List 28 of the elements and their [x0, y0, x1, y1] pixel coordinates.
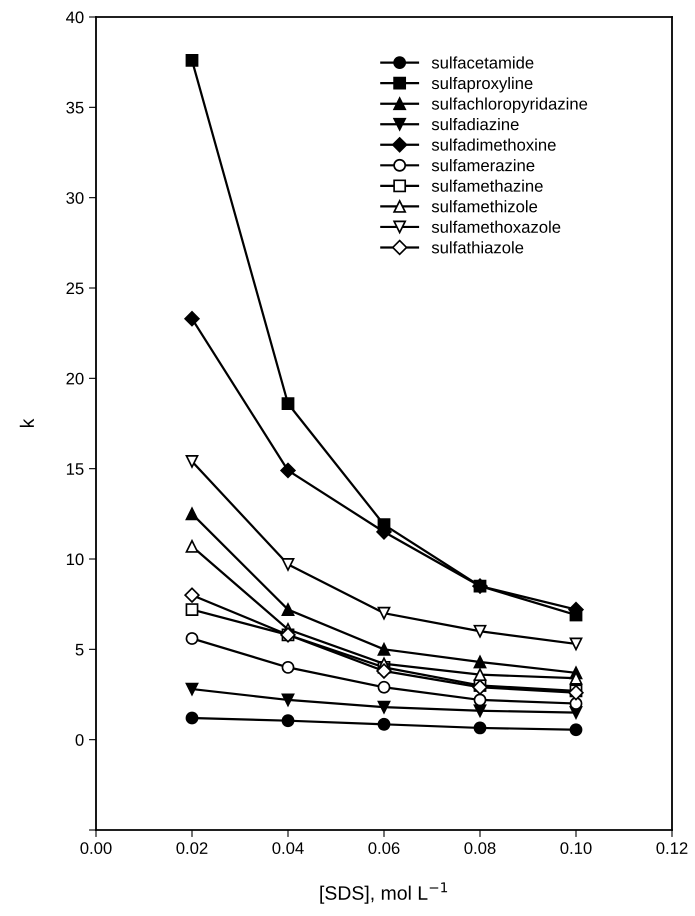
y-tick-label: 30 — [66, 192, 84, 204]
y-tick-label: 15 — [66, 463, 84, 475]
y-tick-label: 0 — [76, 734, 84, 746]
x-tick-label: 0.04 — [272, 842, 304, 854]
legend-label: sulfaproxyline — [432, 76, 532, 92]
legend-label: sulfadiazine — [432, 118, 519, 130]
y-axis-title: k — [20, 418, 34, 428]
legend-label: sulfamethazine — [432, 180, 543, 192]
x-tick-label: 0.00 — [80, 842, 112, 854]
legend-label: sulfachloropyridazine — [432, 97, 588, 113]
x-tick-label: 0.10 — [560, 842, 592, 854]
legend-label: sulfadimethoxine — [432, 138, 556, 151]
y-tick-label: 40 — [66, 11, 84, 24]
legend-label: sulfamerazine — [432, 159, 534, 172]
legend-label: sulfamethoxazole — [432, 220, 560, 233]
x-tick-label: 0.12 — [656, 842, 688, 854]
y-tick-label: 25 — [66, 282, 84, 294]
legend-label: sulfamethizole — [432, 200, 538, 212]
legend-label: sulfacetamide — [432, 56, 534, 69]
y-tick-label: 20 — [66, 372, 84, 385]
legend-label: sulfathiazole — [432, 241, 524, 254]
x-tick-label: 0.06 — [368, 842, 400, 854]
y-tick-label: 5 — [76, 644, 84, 656]
y-tick-label: 35 — [66, 102, 84, 114]
y-tick-label: 10 — [66, 553, 84, 566]
x-axis-title: [SDS], mol L$^{−1}$ — [320, 882, 448, 904]
x-tick-label: 0.02 — [176, 842, 208, 854]
x-tick-label: 0.08 — [464, 842, 496, 854]
